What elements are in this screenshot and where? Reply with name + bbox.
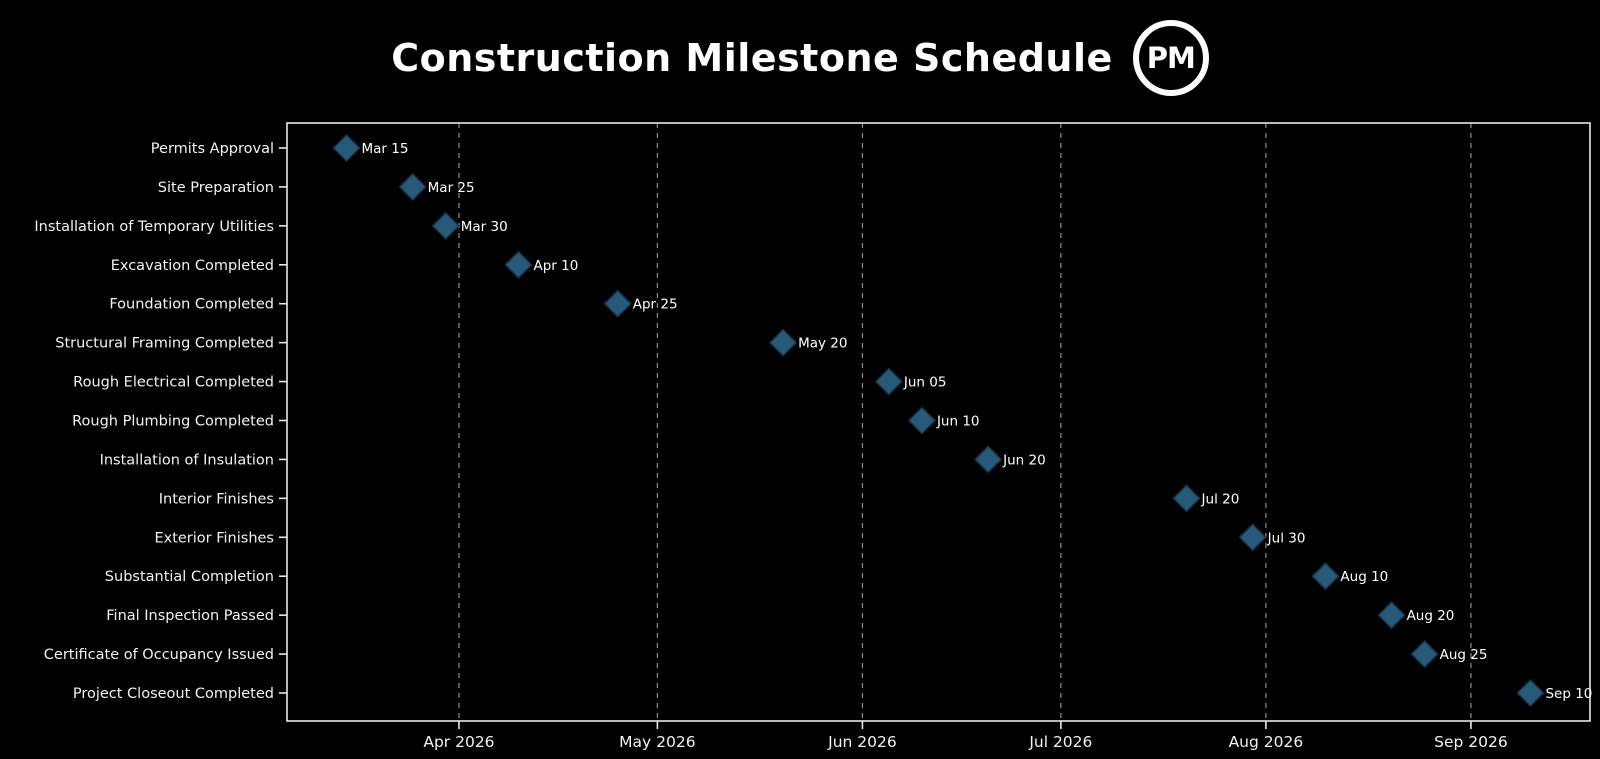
milestone-date-label: Mar 30 <box>461 219 508 235</box>
milestone-marker <box>907 406 937 435</box>
milestone-date-label: Aug 10 <box>1340 569 1388 585</box>
milestone-date-label: May 20 <box>798 336 847 352</box>
milestone-date-label: Jun 05 <box>903 375 947 391</box>
category-label: Rough Electrical Completed <box>73 375 274 391</box>
x-axis-label: Apr 2026 <box>423 733 494 751</box>
x-axis-label: Aug 2026 <box>1229 733 1304 751</box>
pm-logo-icon: PM <box>1132 20 1209 96</box>
category-label: Substantial Completion <box>105 569 274 585</box>
milestone-date-label: Jun 10 <box>936 414 980 430</box>
milestone-marker <box>603 289 632 318</box>
x-axis-label: Jun 2026 <box>827 733 897 751</box>
x-axis-label: Sep 2026 <box>1434 733 1508 751</box>
milestone-marker <box>431 211 460 240</box>
milestone-date-label: Mar 25 <box>428 180 475 196</box>
milestone-date-label: Aug 20 <box>1407 608 1455 624</box>
plot-border <box>286 122 1591 722</box>
x-axis-label: May 2026 <box>619 733 695 751</box>
category-label: Project Closeout Completed <box>73 686 274 702</box>
milestone-marker <box>874 367 903 396</box>
milestone-marker <box>504 250 533 279</box>
milestone-marker <box>332 133 361 163</box>
category-label: Site Preparation <box>158 180 274 196</box>
milestone-date-label: Jul 20 <box>1201 491 1240 507</box>
milestone-date-label: Apr 10 <box>533 258 578 274</box>
chart-header: Construction Milestone Schedule PM <box>0 18 1600 98</box>
milestone-marker <box>1410 640 1439 669</box>
category-label: Excavation Completed <box>111 258 274 274</box>
milestone-marker <box>1311 562 1340 591</box>
milestone-marker <box>398 172 427 201</box>
pm-logo-text: PM <box>1146 41 1196 75</box>
milestone-date-label: Jun 20 <box>1002 452 1046 468</box>
milestone-date-label: Aug 25 <box>1440 647 1488 663</box>
category-label: Certificate of Occupancy Issued <box>44 647 274 663</box>
milestone-marker <box>1238 523 1267 552</box>
category-label: Structural Framing Completed <box>55 336 274 352</box>
milestone-date-label: Apr 25 <box>633 297 678 313</box>
category-label: Foundation Completed <box>109 297 274 313</box>
milestone-marker <box>1377 601 1406 630</box>
chart-title: Construction Milestone Schedule <box>391 36 1113 80</box>
category-label: Rough Plumbing Completed <box>72 414 274 430</box>
category-label: Installation of Temporary Utilities <box>34 219 274 235</box>
category-label: Interior Finishes <box>159 491 274 507</box>
milestone-marker <box>974 445 1003 474</box>
category-label: Permits Approval <box>151 141 274 157</box>
milestone-date-label: Jul 30 <box>1267 530 1306 546</box>
milestone-marker <box>769 328 798 357</box>
milestone-date-label: Sep 10 <box>1545 686 1592 702</box>
milestone-marker <box>1516 678 1545 708</box>
category-label: Installation of Insulation <box>100 452 274 468</box>
milestone-marker <box>1172 484 1201 513</box>
milestone-date-label: Mar 15 <box>362 141 409 157</box>
category-label: Exterior Finishes <box>154 530 274 546</box>
category-label: Final Inspection Passed <box>106 608 274 624</box>
x-axis-label: Jul 2026 <box>1028 733 1092 751</box>
